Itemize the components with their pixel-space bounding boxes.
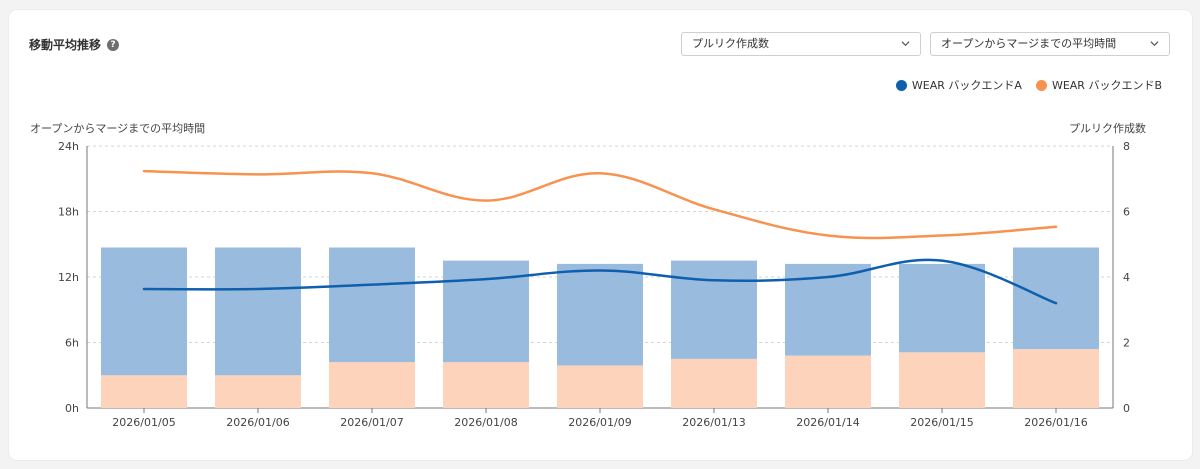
metric-select-value: プルリク作成数 xyxy=(692,37,769,50)
right-tick-label: 8 xyxy=(1123,140,1130,153)
legend-swatch-b xyxy=(1035,79,1047,91)
chart-title: 移動平均推移 ? xyxy=(29,36,120,53)
series-line-b xyxy=(142,169,1058,240)
bar-segment-bottom xyxy=(785,355,871,408)
x-tick-label: 2026/01/14 xyxy=(796,416,859,429)
x-tick-label: 2026/01/06 xyxy=(226,416,289,429)
legend-item-b[interactable]: WEAR バックエンドB xyxy=(1035,77,1162,93)
x-tick-label: 2026/01/13 xyxy=(682,416,745,429)
bar-segment-top xyxy=(215,247,301,376)
bar-segment-top xyxy=(671,260,757,359)
bar-segment-bottom xyxy=(1013,349,1099,408)
period-select-value: オープンからマージまでの平均時間 xyxy=(941,37,1117,50)
help-circle-icon[interactable]: ? xyxy=(107,38,120,51)
bar-segment-bottom xyxy=(443,362,529,408)
x-tick-label: 2026/01/16 xyxy=(1024,416,1087,429)
bar-segment-top xyxy=(557,263,643,366)
bar-segment-top xyxy=(1013,247,1099,350)
bar-segment-bottom xyxy=(671,358,757,408)
x-tick-label: 2026/01/07 xyxy=(340,416,403,429)
right-axis-title: プルリク作成数 xyxy=(1069,122,1146,135)
chart-title-text: 移動平均推移 xyxy=(29,38,102,52)
left-tick-label: 12h xyxy=(58,271,79,284)
bar-segment-bottom xyxy=(899,352,985,408)
right-tick-label: 0 xyxy=(1123,402,1130,415)
chevron-down-icon xyxy=(901,41,910,47)
metric-select[interactable]: プルリク作成数 xyxy=(681,32,921,56)
bar-segment-top xyxy=(899,263,985,353)
bar-segment-top xyxy=(329,247,415,363)
left-tick-label: 24h xyxy=(58,140,79,153)
right-tick-label: 4 xyxy=(1123,271,1130,284)
x-tick-label: 2026/01/05 xyxy=(112,416,175,429)
x-tick-label: 2026/01/09 xyxy=(568,416,631,429)
bar-segment-bottom xyxy=(215,375,301,408)
left-axis-title: オープンからマージまでの平均時間 xyxy=(30,122,206,135)
legend-item-a[interactable]: WEAR バックエンドA xyxy=(895,77,1022,93)
legend-swatch-a xyxy=(895,79,907,91)
left-tick-label: 0h xyxy=(65,402,79,415)
bar-segment-top xyxy=(101,247,187,376)
right-tick-label: 6 xyxy=(1123,206,1130,219)
x-tick-label: 2026/01/15 xyxy=(910,416,973,429)
chevron-down-icon xyxy=(1150,41,1159,47)
bar-segment-bottom xyxy=(101,375,187,408)
x-tick-label: 2026/01/08 xyxy=(454,416,517,429)
right-tick-label: 2 xyxy=(1123,337,1130,350)
bar-segment-bottom xyxy=(329,362,415,408)
legend-label-b: WEAR バックエンドB xyxy=(1051,79,1162,92)
left-tick-label: 18h xyxy=(58,206,79,219)
chart-legend: WEAR バックエンドA WEAR バックエンドB xyxy=(895,77,1162,93)
series-line-a xyxy=(142,258,1058,305)
period-select[interactable]: オープンからマージまでの平均時間 xyxy=(930,32,1170,56)
left-tick-label: 6h xyxy=(65,337,79,350)
legend-label-a: WEAR バックエンドA xyxy=(911,79,1022,92)
bar-segment-bottom xyxy=(557,365,643,408)
